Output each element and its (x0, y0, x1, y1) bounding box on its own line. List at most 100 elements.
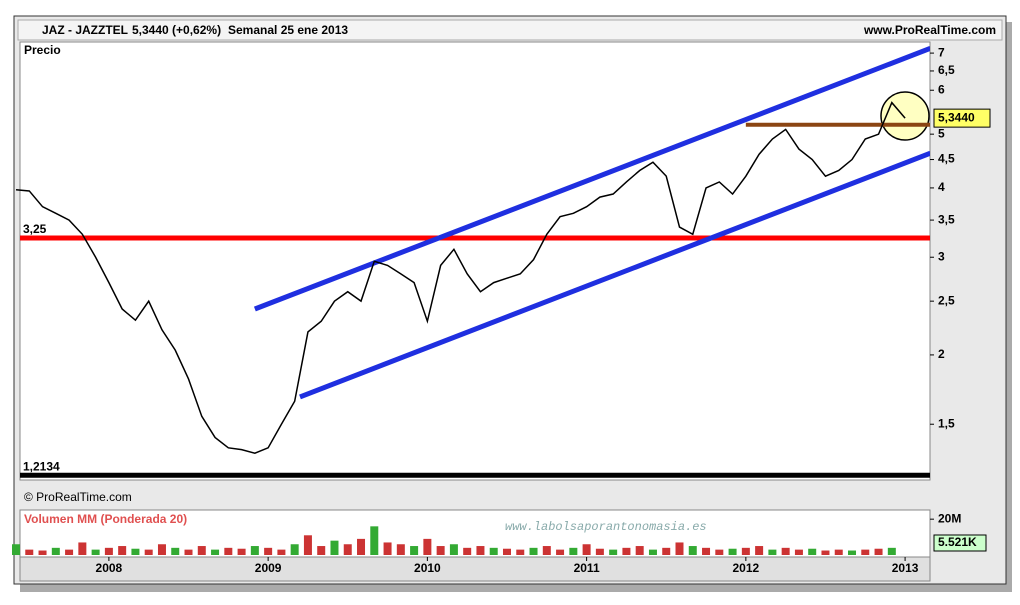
volume-bar (861, 550, 869, 555)
volume-bar (330, 541, 338, 555)
volume-bar (569, 548, 577, 555)
site: www.ProRealTime.com (863, 23, 996, 37)
volume-bar (715, 550, 723, 555)
price-panel (20, 42, 930, 480)
volume-bar (729, 549, 737, 555)
volume-bar (410, 546, 418, 555)
x-tick-label: 2011 (574, 561, 600, 575)
symbol: JAZ - JAZZTEL (42, 23, 128, 37)
volume-bar (211, 550, 219, 555)
volume-tick-label: 20M (938, 511, 961, 525)
volume-bar (795, 550, 803, 555)
volume-bar (622, 548, 630, 555)
volume-bar (65, 550, 73, 555)
volume-bar (397, 544, 405, 555)
volume-bar (782, 548, 790, 555)
x-tick-label: 2009 (255, 561, 282, 575)
y-tick-label: 2 (938, 347, 945, 361)
volume-bar (198, 546, 206, 555)
volume-bar (888, 548, 896, 555)
volume-bar (702, 548, 710, 555)
volume-bar (224, 548, 232, 555)
volume-bar (185, 550, 193, 555)
volume-bar (821, 551, 829, 555)
volume-bar (171, 548, 179, 555)
volume-bar (251, 546, 259, 555)
copyright: © ProRealTime.com (24, 490, 132, 504)
volume-bar (808, 549, 816, 555)
volume-bar (145, 550, 153, 555)
volume-bar (131, 549, 139, 555)
volume-title: Volumen MM (Ponderada 20) (24, 512, 187, 526)
volume-bar (264, 548, 272, 555)
volume-bar (384, 542, 392, 555)
volume-bar (649, 550, 657, 555)
volume-bar (742, 548, 750, 555)
volume-bar (304, 535, 312, 555)
volume-bar (118, 546, 126, 555)
volume-bar (676, 542, 684, 555)
volume-bar (755, 546, 763, 555)
volume-bar (463, 548, 471, 555)
period: Semanal 25 ene 2013 (228, 23, 348, 37)
volume-bar (238, 549, 246, 555)
volume-bar (689, 546, 697, 555)
volume-bar (277, 550, 285, 555)
volume-bar (450, 544, 458, 555)
volume-bar (875, 549, 883, 555)
volume-bar (543, 546, 551, 555)
y-tick-label: 5 (938, 126, 945, 140)
y-tick-label: 7 (938, 45, 945, 59)
y-tick-label: 2,5 (938, 293, 955, 307)
y-tick-label: 3,5 (938, 212, 955, 226)
volume-bar (344, 544, 352, 555)
y-tick-label: 3 (938, 249, 945, 263)
volume-bar (105, 548, 113, 555)
volume-bar (768, 550, 776, 555)
level-label: 1,2134 (23, 459, 60, 473)
y-tick-label: 6 (938, 82, 945, 96)
chart-title: Precio (24, 43, 61, 57)
volume-bar (317, 546, 325, 555)
volume-bar (92, 550, 100, 555)
volume-bar (12, 544, 20, 555)
volume-bar (291, 544, 299, 555)
x-axis-strip (20, 557, 930, 581)
x-tick-label: 2012 (732, 561, 759, 575)
x-tick-label: 2008 (96, 561, 123, 575)
volume-bar (158, 544, 166, 555)
y-tick-label: 6,5 (938, 63, 955, 77)
volume-bar (503, 549, 511, 555)
x-tick-label: 2010 (414, 561, 441, 575)
volume-bar (596, 549, 604, 555)
volume-bar (25, 550, 33, 555)
quote: 5,3440 (+0,62%) (132, 23, 221, 37)
y-tick-label: 4,5 (938, 152, 955, 166)
x-tick-label: 2013 (892, 561, 919, 575)
volume-bar (423, 539, 431, 555)
y-tick-label: 4 (938, 180, 945, 194)
watermark: www.labolsaporantonomasia.es (505, 520, 707, 534)
volume-bar (516, 550, 524, 555)
level-label: 3,25 (23, 222, 47, 236)
volume-bar (835, 550, 843, 555)
volume-bar (636, 546, 644, 555)
volume-bar (848, 551, 856, 555)
volume-bar (662, 548, 670, 555)
volume-bar (78, 542, 86, 555)
volume-bar (556, 550, 564, 555)
volume-bar (39, 551, 47, 555)
volume-bar (437, 546, 445, 555)
highlight-circle (881, 92, 929, 140)
y-tick-label: 1,5 (938, 416, 955, 430)
last-price-label: 5,3440 (938, 110, 975, 124)
volume-bar (530, 548, 538, 555)
volume-bar (583, 544, 591, 555)
volume-bar (370, 526, 378, 555)
last-volume-label: 5.521K (938, 535, 977, 549)
volume-bar (609, 550, 617, 555)
volume-bar (490, 548, 498, 555)
volume-bar (357, 539, 365, 555)
volume-bar (476, 546, 484, 555)
